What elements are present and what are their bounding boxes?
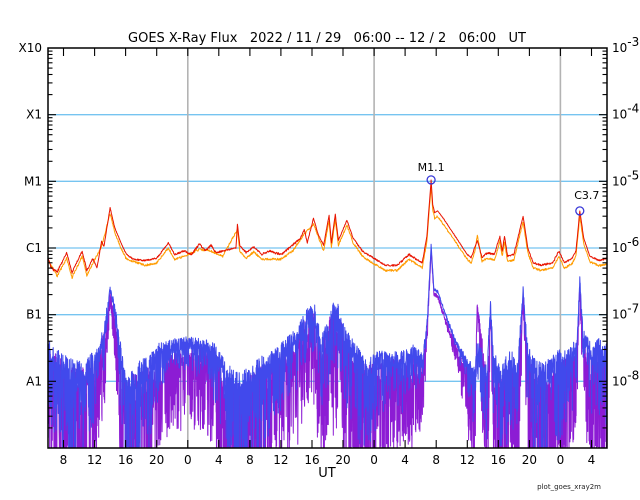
- x-tick-label: 4: [215, 453, 223, 467]
- x-tick-label: 4: [588, 453, 596, 467]
- flare-label-M1.1: M1.1: [418, 161, 445, 174]
- x-tick-label: 0: [184, 453, 192, 467]
- flare-marker-C3.7: [575, 206, 585, 216]
- series-long-channel-primary: [48, 179, 607, 274]
- flare-annotations: M1.1 C3.7: [418, 161, 599, 216]
- chart-generated-content: 8 12 16 20 0 4 8 12 16 20 0 4 8 12 16 20 0 4 X10 X1 M1 C1 B1 A1…: [19, 35, 640, 467]
- x-axis-label: UT: [318, 466, 336, 481]
- chart-title: GOES X-Ray Flux 2022 / 11 / 29 06:00 -- …: [128, 31, 526, 46]
- x-axis-tick-labels: 8 12 16 20 0 4 8 12 16 20 0 4 8 12 16 20 0 4: [60, 453, 596, 467]
- y-left-label-M1: M1: [24, 174, 42, 188]
- x-tick-label: 20: [522, 453, 537, 467]
- x-tick-label: 20: [335, 453, 350, 467]
- y-left-label-B1: B1: [26, 308, 42, 322]
- y-right-label-1e-4: 10-4: [612, 102, 639, 122]
- x-tick-label: 12: [460, 453, 475, 467]
- axis-ticks: [48, 48, 607, 448]
- x-tick-label: 16: [491, 453, 506, 467]
- x-tick-label: 12: [87, 453, 102, 467]
- x-tick-label: 0: [370, 453, 378, 467]
- y-axis-right-labels: 10-3 10-4 10-5 10-6 10-7 10-8: [612, 35, 639, 388]
- x-tick-label: 12: [273, 453, 288, 467]
- x-tick-label: 4: [401, 453, 409, 467]
- y-left-label-X10: X10: [19, 41, 43, 55]
- plot-source-note: plot_goes_xray2m: [537, 483, 601, 491]
- y-axis-left-labels: X10 X1 M1 C1 B1 A1: [19, 41, 43, 388]
- y-left-label-A1: A1: [26, 374, 42, 388]
- x-tick-label: 8: [246, 453, 254, 467]
- y-right-label-1e-8: 10-8: [612, 368, 639, 388]
- x-tick-label: 20: [149, 453, 164, 467]
- y-right-label-1e-3: 10-3: [612, 35, 639, 55]
- x-tick-label: 16: [118, 453, 133, 467]
- series-long-channel-secondary: [48, 183, 607, 279]
- y-left-label-C1: C1: [26, 241, 42, 255]
- y-right-label-1e-6: 10-6: [612, 235, 639, 255]
- x-tick-label: 16: [304, 453, 319, 467]
- x-tick-label: 8: [60, 453, 68, 467]
- x-tick-label: 0: [557, 453, 565, 467]
- y-left-label-X1: X1: [26, 108, 42, 122]
- y-right-label-1e-7: 10-7: [612, 302, 639, 322]
- x-tick-label: 8: [432, 453, 440, 467]
- series-short-channel-primary: [48, 243, 607, 448]
- data-series: [48, 179, 607, 448]
- flare-marker-M1.1: [426, 175, 436, 185]
- flare-label-C3.7: C3.7: [574, 189, 599, 202]
- y-right-label-1e-5: 10-5: [612, 168, 639, 188]
